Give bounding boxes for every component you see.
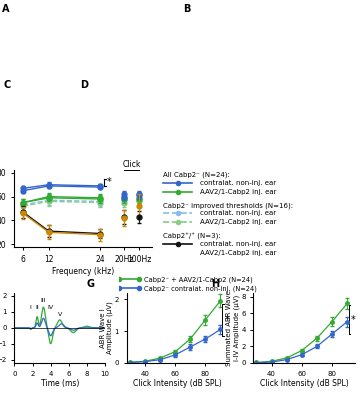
Text: Cabp2⁺/⁺ (N=3):: Cabp2⁺/⁺ (N=3):: [163, 233, 221, 240]
Text: Cabp2⁻ + AAV2/1-Cabp2 (N=24): Cabp2⁻ + AAV2/1-Cabp2 (N=24): [144, 276, 252, 283]
Y-axis label: Summated ABR Wave
I-IV Amplitude (μV): Summated ABR Wave I-IV Amplitude (μV): [226, 290, 240, 366]
X-axis label: Frequency (kHz): Frequency (kHz): [52, 267, 114, 276]
Text: All Cabp2⁻ (N=24):: All Cabp2⁻ (N=24):: [163, 172, 230, 178]
Text: contralat. non-inj. ear: contralat. non-inj. ear: [200, 210, 276, 216]
Text: AAV2/1-Cabp2 inj. ear: AAV2/1-Cabp2 inj. ear: [200, 219, 276, 225]
Text: G: G: [86, 279, 94, 289]
X-axis label: Time (ms): Time (ms): [41, 379, 79, 388]
Text: *: *: [351, 314, 356, 324]
Text: D: D: [80, 81, 88, 90]
Text: IV: IV: [48, 305, 54, 310]
Text: Click: Click: [122, 160, 141, 169]
Text: C: C: [4, 81, 11, 90]
Text: Cabp2⁻ improved thresholds (N=16):: Cabp2⁻ improved thresholds (N=16):: [163, 203, 294, 209]
Text: III: III: [41, 298, 46, 303]
Text: B: B: [183, 4, 190, 14]
Text: II: II: [35, 305, 39, 310]
X-axis label: Click Intensity (dB SPL): Click Intensity (dB SPL): [133, 379, 222, 388]
Text: *: *: [107, 177, 111, 187]
Text: *: *: [224, 315, 229, 325]
Y-axis label: ABR Wave I
Amplitude (μV): ABR Wave I Amplitude (μV): [100, 302, 113, 354]
Text: Cabp2⁻ contralat. non-inj. (N=24): Cabp2⁻ contralat. non-inj. (N=24): [144, 285, 257, 292]
Text: contralat. non-inj. ear: contralat. non-inj. ear: [200, 180, 276, 186]
Text: V: V: [58, 312, 62, 317]
Text: I: I: [30, 305, 32, 310]
X-axis label: Click Intensity (dB SPL): Click Intensity (dB SPL): [260, 379, 349, 388]
Text: A: A: [2, 4, 9, 14]
Text: AAV2/1-Cabp2 inj. ear: AAV2/1-Cabp2 inj. ear: [200, 189, 276, 195]
Text: contralat. non-inj. ear: contralat. non-inj. ear: [200, 241, 276, 247]
Text: AAV2/1-Cabp2 inj. ear: AAV2/1-Cabp2 inj. ear: [200, 250, 276, 256]
Text: H: H: [211, 279, 219, 289]
